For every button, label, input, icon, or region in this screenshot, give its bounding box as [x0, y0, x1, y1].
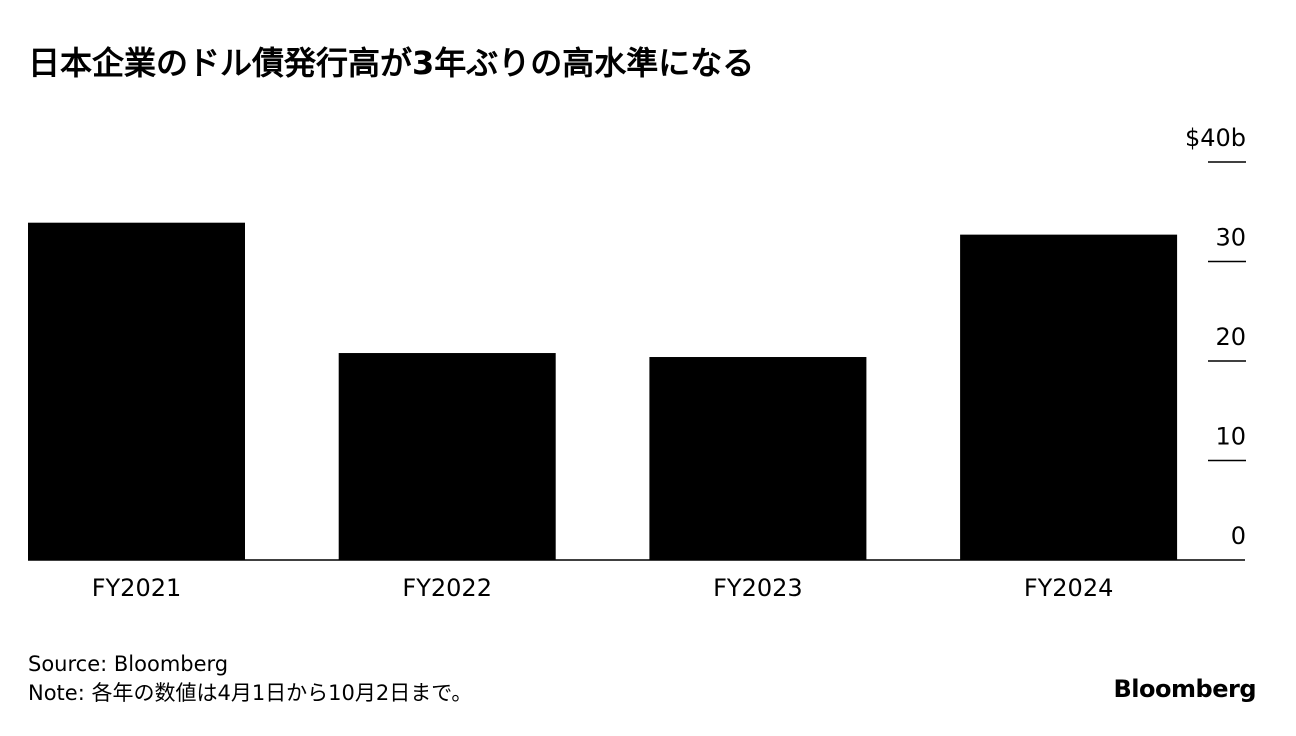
bar — [338, 353, 556, 560]
bar — [649, 357, 867, 560]
x-tick-label: FY2021 — [92, 574, 182, 602]
note: Note: 各年の数値は4月1日から10月2日まで。 — [28, 681, 472, 705]
y-tick-label: 20 — [1215, 323, 1246, 351]
y-tick-label: 30 — [1215, 224, 1246, 252]
y-tick-label: 0 — [1231, 522, 1246, 550]
logo: Bloomberg — [1114, 675, 1256, 703]
x-tick-label: FY2024 — [1024, 574, 1114, 602]
x-tick-label: FY2022 — [402, 574, 492, 602]
chart-title: 日本企業のドル債発行高が3年ぶりの高水準になる — [28, 44, 754, 82]
bar — [28, 222, 245, 560]
x-tick-label: FY2023 — [713, 574, 803, 602]
bar — [960, 234, 1178, 560]
y-tick-label: 10 — [1215, 423, 1246, 451]
y-tick-label: $40b — [1185, 124, 1246, 152]
source: Source: Bloomberg — [28, 652, 228, 676]
